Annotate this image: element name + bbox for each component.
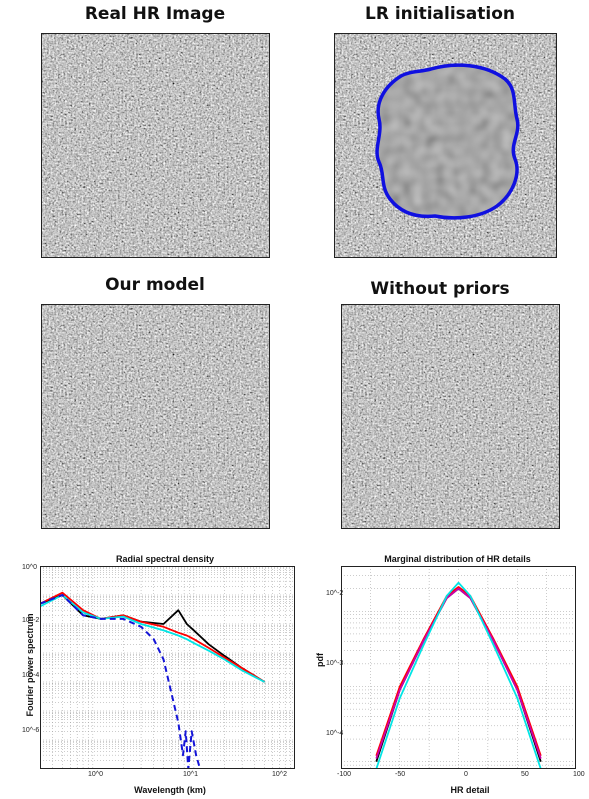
- lr-initialisation-image: [334, 33, 557, 258]
- chart2-ytick: 10^-4: [326, 730, 344, 737]
- chart1-series-blue: [40, 594, 202, 769]
- without-priors-image: [341, 304, 560, 529]
- chart2-title: Marginal distribution of HR details: [384, 554, 531, 564]
- chart1-series-red: [40, 591, 266, 683]
- chart2-xtick: 50: [521, 771, 529, 778]
- chart2-xtick: -100: [337, 771, 352, 778]
- chart1-title: Radial spectral density: [115, 554, 215, 564]
- chart2-xtick: 0: [464, 771, 468, 778]
- chart1-ytick: 10^-4: [22, 672, 40, 679]
- chart1-frame: [40, 566, 295, 769]
- chart1-grid: [40, 566, 295, 769]
- chart1-xtick: 10^1: [183, 771, 198, 778]
- panel-title-real-hr: Real HR Image: [84, 4, 226, 24]
- our-model-image: [41, 304, 270, 529]
- chart2-grid: [341, 566, 576, 769]
- chart2-series-red: [375, 586, 542, 757]
- chart2-frame: [341, 566, 576, 769]
- chart2-series-magenta: [375, 587, 542, 759]
- lr-contour: [375, 63, 520, 220]
- chart1-ytick: 10^-2: [22, 617, 40, 624]
- radial-spectral-density-chart: [40, 566, 295, 769]
- panel-title-lr-init: LR initialisation: [364, 4, 515, 24]
- chart1-xtick: 10^2: [272, 771, 287, 778]
- chart2-series-cyan: [375, 581, 542, 769]
- chart2-xtick: -50: [395, 771, 406, 778]
- panel-title-without-priors: Without priors: [370, 279, 510, 299]
- chart1-ytick: 10^-6: [22, 727, 40, 734]
- chart2-xtick: 100: [573, 771, 585, 778]
- marginal-distribution-chart: [341, 566, 576, 769]
- chart2-ytick: 10^-2: [326, 590, 344, 597]
- chart1-ytick: 10^0: [22, 564, 37, 571]
- chart1-xtick: 10^0: [88, 771, 103, 778]
- chart2-ylabel: pdf: [315, 653, 325, 667]
- chart1-xlabel: Wavelength (km): [134, 785, 206, 795]
- chart2-ytick: 10^-3: [326, 660, 344, 667]
- chart1-series-cyan: [40, 594, 266, 683]
- chart2-xlabel: HR detail: [450, 785, 490, 795]
- panel-title-our-model: Our model: [105, 275, 205, 295]
- real-hr-image: [41, 33, 270, 258]
- chart1-series-black: [40, 594, 266, 683]
